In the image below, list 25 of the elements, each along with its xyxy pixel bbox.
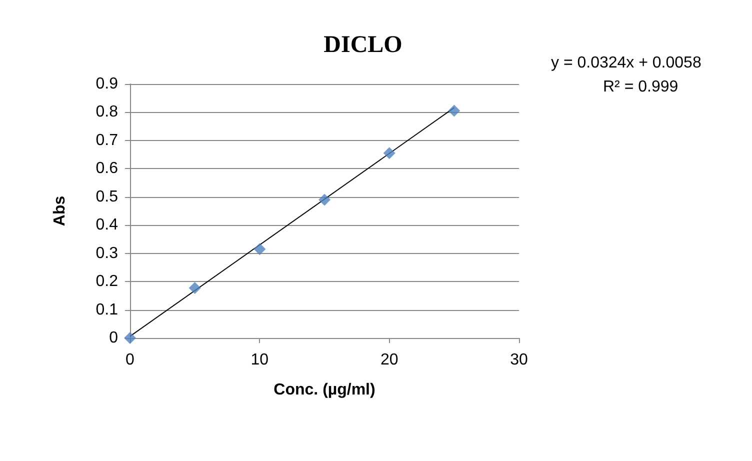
y-tick-label: 0.5 — [96, 188, 118, 206]
x-tick-label: 0 — [126, 352, 135, 368]
y-tick-label: 0.6 — [96, 160, 118, 178]
x-tick-label: 20 — [380, 352, 398, 368]
y-tick-label: 0.2 — [96, 273, 118, 290]
x-tick-label: 30 — [510, 352, 528, 368]
point — [124, 332, 136, 344]
point — [318, 194, 330, 206]
text: y = 0.0324x + 0.0058 — [551, 54, 702, 72]
y-tick-label: 0.9 — [96, 76, 118, 92]
point — [188, 282, 201, 294]
y-tick-label: 0.3 — [96, 244, 118, 262]
y-tick-label: 0.8 — [96, 104, 118, 121]
y-tick-label: 0.4 — [96, 216, 118, 234]
y-tick-label: 0.1 — [96, 301, 118, 318]
y-tick-label: 0.7 — [96, 132, 118, 149]
chart-title: DICLO — [324, 32, 402, 58]
point — [383, 147, 396, 160]
point — [254, 243, 266, 256]
y-axis-title: Abs — [52, 196, 68, 226]
text: R² = 0.999 — [603, 78, 678, 96]
point — [448, 104, 460, 117]
x-axis-title: Conc. (µg/ml) — [274, 382, 376, 398]
x-tick-label: 10 — [250, 352, 269, 368]
y-tick-label: 0 — [109, 330, 118, 346]
